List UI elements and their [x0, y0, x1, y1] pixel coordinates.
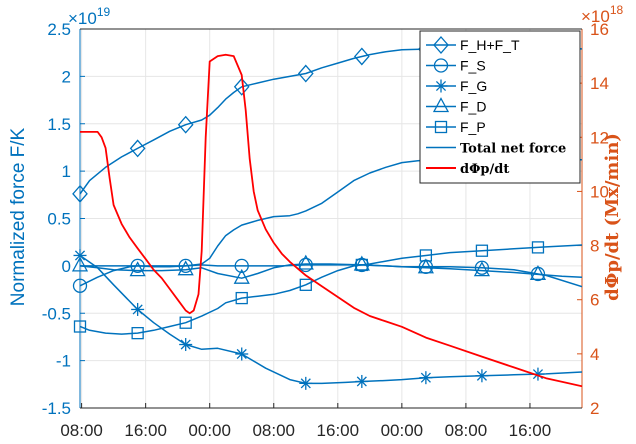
data-point-asterisk: [299, 376, 313, 390]
legend-marker-circle: [433, 58, 449, 73]
axes: [79, 28, 583, 409]
data-point-asterisk: [419, 371, 433, 385]
x-tick-label: 00:00: [188, 421, 231, 440]
data-point-square: [179, 316, 192, 329]
series-line: [80, 254, 582, 385]
data-point-square: [131, 326, 144, 340]
asterisk-stroke: [132, 304, 143, 315]
series-line: [80, 244, 582, 335]
legend-label: F_P: [460, 119, 486, 135]
legend-marker-triangle: [432, 97, 450, 113]
legend-label: Total net force: [460, 142, 566, 157]
data-point-triangle: [177, 260, 194, 276]
left-axis-exponent: ×1019: [68, 5, 111, 28]
x-tick-label: 16:00: [509, 421, 552, 440]
asterisk-stroke: [74, 250, 86, 261]
data-point-circle: [234, 258, 249, 274]
y-left-tick-label: 2: [62, 67, 71, 86]
data-point-asterisk: [131, 302, 145, 316]
y-right-tick-label: 4: [590, 345, 599, 364]
tick-labels: 08:00 16:00 00:00 08:00 16:00 00:00 08:00 16:00…: [42, 20, 609, 440]
legend: F_H+F_T F_S F_G F_D F_P Total net force dΦp/dt: [419, 30, 581, 184]
x-tick-label: 08:00: [60, 421, 103, 440]
legend-marker-square: [434, 120, 448, 134]
y-right-tick-label: 12: [590, 128, 609, 147]
legend-label: F_S: [460, 58, 486, 74]
y-axis-label-left: Normalized force F/K: [8, 127, 29, 306]
data-point-square: [235, 291, 248, 305]
y-left-tick-label: -0.5: [42, 304, 71, 323]
y-axis-label-right: dΦp/dt (Mx/min): [602, 133, 623, 301]
data-point-square: [531, 241, 545, 254]
data-point-triangle: [129, 261, 146, 277]
data-point-diamond: [129, 139, 146, 158]
y-left-tick-label: 0.5: [47, 210, 71, 229]
x-tick-label: 16:00: [124, 421, 167, 440]
y-left-tick-label: -1.5: [42, 399, 71, 418]
asterisk-stroke: [180, 339, 191, 350]
series-line: [80, 48, 582, 195]
x-tick-label: 08:00: [252, 421, 295, 440]
data-point-triangle: [233, 268, 250, 284]
data-point-asterisk: [355, 374, 369, 388]
y-right-tick-label: 8: [590, 237, 599, 256]
data-point-square: [355, 258, 368, 272]
legend-label: F_D: [460, 99, 486, 115]
y-left-tick-label: 1: [62, 162, 71, 181]
y-left-tick-label: -1: [56, 352, 71, 371]
legend-label: F_G: [460, 78, 487, 94]
data-point-circle: [72, 278, 88, 293]
data-point-triangle: [71, 256, 89, 272]
y-right-tick-label: 14: [590, 74, 609, 93]
legend-label: F_H+F_T: [460, 37, 520, 53]
asterisk-stroke: [300, 378, 311, 389]
x-tick-label: 16:00: [317, 421, 360, 440]
y-left-tick-label: 0: [62, 257, 71, 276]
y-right-tick-label: 10: [590, 182, 609, 201]
data-point-square: [299, 278, 312, 291]
data-point-triangle: [417, 258, 434, 274]
y-left-tick-label: 2.5: [47, 20, 71, 39]
y-right-tick-label: 2: [590, 399, 599, 418]
asterisk-stroke: [435, 80, 447, 92]
y-right-tick-label: 6: [590, 291, 599, 310]
data-point-triangle: [473, 261, 491, 277]
data-point-diamond: [297, 64, 314, 83]
y-right-tick-label: 16: [590, 20, 609, 39]
data-point-square: [419, 249, 433, 262]
asterisk-stroke: [356, 376, 367, 387]
legend-marker-diamond: [433, 36, 449, 54]
data-point-asterisk: [235, 347, 249, 361]
x-tick-label: 00:00: [381, 421, 424, 440]
data-point-square: [73, 320, 87, 333]
series-f-g: [80, 254, 582, 385]
x-tick-label: 08:00: [445, 421, 488, 440]
data-point-diamond: [353, 47, 370, 66]
asterisk-stroke: [420, 372, 431, 383]
series-line: [80, 53, 582, 388]
series-f-p: [80, 244, 582, 335]
legend-label: dΦp/dt: [460, 162, 509, 177]
data-point-asterisk: [73, 248, 87, 262]
asterisk-stroke: [532, 369, 544, 380]
series-line: [80, 263, 582, 279]
data-point-diamond: [72, 184, 88, 203]
right-axis-exponent: ×1018: [581, 3, 624, 26]
asterisk-stroke: [236, 348, 247, 360]
data-point-diamond: [177, 115, 194, 134]
asterisk-stroke: [476, 370, 487, 381]
series-d-p-dt: [80, 53, 582, 388]
data-point-diamond: [233, 77, 250, 96]
data-point-triangle: [529, 265, 547, 281]
data-point-asterisk: [475, 369, 489, 383]
legend-marker-asterisk: [434, 79, 448, 93]
y-left-tick-label: 1.5: [47, 115, 71, 134]
series-f-d: [80, 263, 582, 279]
data-point-triangle: [297, 254, 314, 270]
series-f-h-f-t: [80, 48, 582, 195]
data-point-square: [475, 244, 489, 257]
data-point-asterisk: [179, 338, 193, 352]
